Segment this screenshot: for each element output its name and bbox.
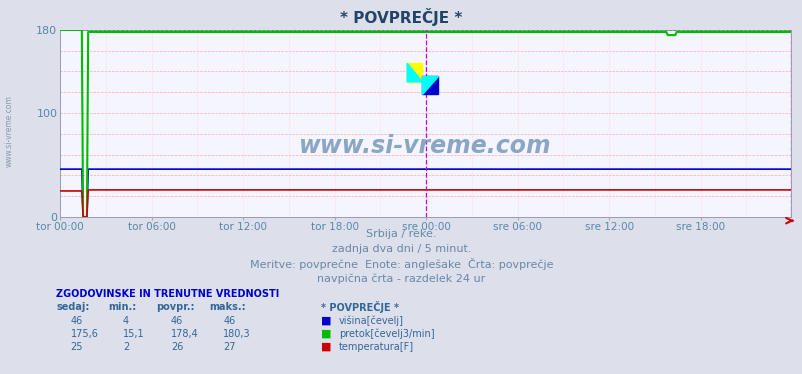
Text: 2: 2 [123,342,129,352]
Text: * POVPREČJE *: * POVPREČJE * [321,301,399,313]
Text: www.si-vreme.com: www.si-vreme.com [5,95,14,167]
Text: ■: ■ [321,329,331,338]
Text: ZGODOVINSKE IN TRENUTNE VREDNOSTI: ZGODOVINSKE IN TRENUTNE VREDNOSTI [56,289,279,298]
Text: 27: 27 [223,342,236,352]
Text: 4: 4 [123,316,129,325]
Text: 46: 46 [223,316,235,325]
Text: 175,6: 175,6 [71,329,99,338]
Text: 46: 46 [71,316,83,325]
Text: ■: ■ [321,316,331,325]
Text: 46: 46 [171,316,183,325]
Text: 178,4: 178,4 [171,329,199,338]
Bar [407,63,422,82]
Text: www.si-vreme.com: www.si-vreme.com [299,134,551,158]
Text: 180,3: 180,3 [223,329,250,338]
Text: Meritve: povprečne  Enote: anglešake  Črta: povprečje: Meritve: povprečne Enote: anglešake Črta… [249,258,553,270]
Text: pretok[čevelj3/min]: pretok[čevelj3/min] [338,328,434,339]
Text: 25: 25 [71,342,83,352]
Text: višina[čevelj]: višina[čevelj] [338,315,403,326]
Text: sedaj:: sedaj: [56,303,90,312]
Text: min.:: min.: [108,303,136,312]
Text: 15,1: 15,1 [123,329,144,338]
Bar [422,76,437,94]
Text: povpr.:: povpr.: [156,303,195,312]
Text: ■: ■ [321,342,331,352]
Text: navpična črta - razdelek 24 ur: navpična črta - razdelek 24 ur [317,273,485,284]
Text: * POVPREČJE *: * POVPREČJE * [340,8,462,26]
Text: temperatura[F]: temperatura[F] [338,342,414,352]
Text: 26: 26 [171,342,183,352]
Polygon shape [422,76,437,94]
Text: zadnja dva dni / 5 minut.: zadnja dva dni / 5 minut. [331,244,471,254]
Text: maks.:: maks.: [209,303,245,312]
Polygon shape [407,63,422,82]
Text: Srbija / reke.: Srbija / reke. [366,229,436,239]
